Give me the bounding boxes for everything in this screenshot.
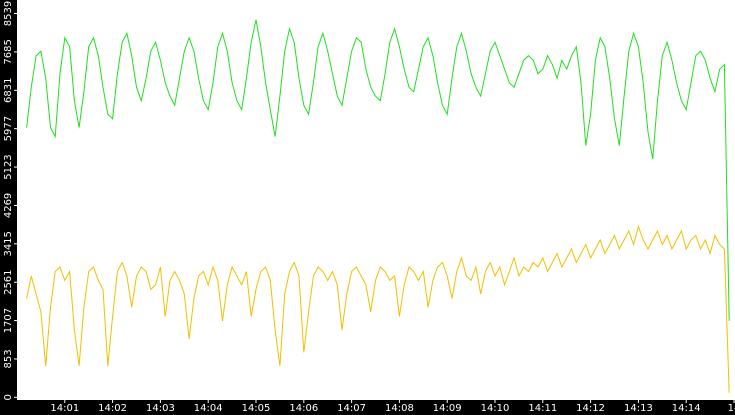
y-tick-label: 2561 bbox=[3, 269, 14, 294]
x-tick-label: 14:10 bbox=[481, 403, 510, 414]
y-tick-label: 0 bbox=[3, 394, 14, 400]
y-tick-label: 4269 bbox=[3, 193, 14, 218]
y-tick-label: 853 bbox=[3, 349, 14, 368]
x-tick-label: 14:04 bbox=[194, 403, 223, 414]
x-tick-label: 14:12 bbox=[576, 403, 605, 414]
y-tick-label: 7685 bbox=[3, 39, 14, 64]
plot-area bbox=[17, 0, 735, 400]
x-tick-label: 14:05 bbox=[242, 403, 271, 414]
x-tick-label: 14:03 bbox=[146, 403, 175, 414]
y-tick-label: 6831 bbox=[3, 78, 14, 103]
series-line bbox=[26, 224, 730, 393]
x-tick-label: 14:01 bbox=[50, 403, 79, 414]
x-tick-label: 14 bbox=[728, 403, 735, 414]
x-tick-label: 14:13 bbox=[624, 403, 653, 414]
y-tick-label: 8539 bbox=[3, 1, 14, 26]
x-tick-label: 14:11 bbox=[528, 403, 557, 414]
series-line bbox=[26, 19, 730, 321]
x-tick-label: 14:06 bbox=[289, 403, 318, 414]
x-tick-label: 14:02 bbox=[98, 403, 127, 414]
y-tick-label: 3415 bbox=[3, 231, 14, 256]
y-tick-label: 5977 bbox=[3, 116, 14, 141]
y-tick-label: 5123 bbox=[3, 154, 14, 179]
x-tick-label: 14:08 bbox=[385, 403, 414, 414]
x-tick-label: 14:14 bbox=[672, 403, 701, 414]
x-tick-label: 14:09 bbox=[433, 403, 462, 414]
x-tick-label: 14:07 bbox=[337, 403, 366, 414]
y-tick-label: 1707 bbox=[3, 308, 14, 333]
